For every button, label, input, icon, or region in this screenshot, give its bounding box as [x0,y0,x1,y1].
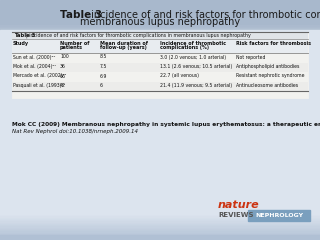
Text: 13.1 (2.6 venous; 10.5 arterial): 13.1 (2.6 venous; 10.5 arterial) [160,64,232,69]
Bar [0,235,320,240]
Bar [0,31,320,32]
Text: REVIEWS: REVIEWS [218,212,253,218]
Bar [0,230,320,231]
Bar [0,217,320,219]
Text: 8.5: 8.5 [100,54,108,60]
Text: Antinucleosome antibodies: Antinucleosome antibodies [236,83,298,88]
Bar [0,30,320,215]
Text: Resistant nephrotic syndrome: Resistant nephrotic syndrome [236,73,305,78]
Bar [0,222,320,224]
Bar [0,229,320,230]
Text: Table 3: Table 3 [60,10,102,20]
Text: Incidence of thrombotic: Incidence of thrombotic [160,41,226,46]
Text: 100: 100 [60,54,69,60]
Bar [0,226,320,228]
Text: 7.5: 7.5 [100,64,108,69]
Bar [0,214,320,215]
Text: Not reported: Not reported [236,54,265,60]
Text: 3.0 (2.0 venous; 1.0 arterial): 3.0 (2.0 venous; 1.0 arterial) [160,54,226,60]
Bar [0,238,320,239]
Text: 42: 42 [60,83,66,88]
Text: Risk factors for thrombosis: Risk factors for thrombosis [236,41,311,46]
Bar [0,49,320,50]
Bar [0,34,320,36]
Text: 6: 6 [100,83,103,88]
Bar [0,40,320,42]
Bar [0,215,320,216]
Bar [0,224,320,225]
Bar [0,28,320,30]
Bar [248,210,310,221]
Bar [0,52,320,54]
Text: follow-up (years): follow-up (years) [100,46,147,50]
Bar [12,32,308,98]
Text: Mean duration of: Mean duration of [100,41,148,46]
Bar [0,25,320,26]
Bar [0,228,320,229]
Bar [0,46,320,48]
Bar [0,37,320,38]
Text: Study: Study [13,41,29,46]
Bar [0,225,320,226]
Text: Nat Rev Nephrol doi:10.1038/nrneph.2009.14: Nat Rev Nephrol doi:10.1038/nrneph.2009.… [12,129,138,134]
Bar [0,43,320,44]
Bar [0,233,320,234]
Bar [12,39,308,53]
Text: nature: nature [218,200,260,210]
Bar [12,32,308,39]
Bar [0,235,320,236]
Text: Sun et al. (2000)²⁰: Sun et al. (2000)²⁰ [13,54,55,60]
Bar [0,32,320,34]
Text: 21.4 (11.9 venous; 9.5 arterial): 21.4 (11.9 venous; 9.5 arterial) [160,83,232,88]
Bar [0,219,320,220]
Text: Table 3: Table 3 [14,33,35,38]
Text: Mok CC (2009) Membranous nephropathy in systemic lupus erythematosus: a therapeu: Mok CC (2009) Membranous nephropathy in … [12,122,320,127]
Bar [0,30,320,31]
Bar [0,236,320,238]
Text: Antiphospholipid antibodies: Antiphospholipid antibodies [236,64,300,69]
Bar [0,42,320,43]
Bar [0,48,320,49]
Text: 36: 36 [60,64,66,69]
Bar [12,62,308,72]
Text: Mok et al. (2004)²¹: Mok et al. (2004)²¹ [13,64,56,69]
Bar [0,220,320,221]
Bar [0,234,320,235]
Bar [0,216,320,217]
Text: 66: 66 [60,73,66,78]
Bar [12,82,308,91]
Text: Pasquali et al. (1993)²³: Pasquali et al. (1993)²³ [13,83,65,88]
Bar [0,231,320,233]
Bar [0,221,320,222]
Text: Number of: Number of [60,41,89,46]
Bar [0,26,320,28]
Bar [0,0,320,25]
Text: | incidence of and risk factors for thrombotic complications in membranous lupus: | incidence of and risk factors for thro… [26,33,251,38]
Bar [0,36,320,37]
Text: membranous lupus nephropathy: membranous lupus nephropathy [80,17,240,27]
Text: incidence of and risk factors for thrombotic complications in: incidence of and risk factors for thromb… [88,10,320,20]
Bar [0,50,320,52]
Bar [0,38,320,40]
Text: 6.9: 6.9 [100,73,108,78]
Text: 22.7 (all venous): 22.7 (all venous) [160,73,199,78]
Bar [0,44,320,46]
Text: patients: patients [60,46,83,50]
Text: NEPHROLOGY: NEPHROLOGY [255,213,303,218]
Bar [0,24,320,25]
Text: complications (%): complications (%) [160,46,209,50]
Text: Mercado et al. (2002)²²: Mercado et al. (2002)²² [13,73,66,78]
